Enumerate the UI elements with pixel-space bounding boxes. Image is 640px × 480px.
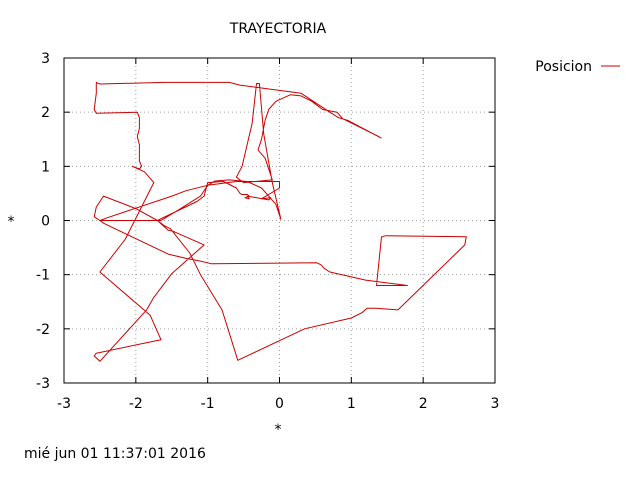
x-tick-label: -1: [201, 396, 215, 412]
timestamp: mié jun 01 11:37:01 2016: [24, 446, 206, 462]
x-tick-label: 3: [491, 396, 500, 412]
y-tick-label: 3: [41, 51, 50, 67]
y-tick-label: 2: [41, 105, 50, 121]
chart-title: TRAYECTORIA: [229, 21, 327, 37]
y-tick-label: 1: [41, 159, 50, 175]
x-tick-label: -2: [129, 396, 143, 412]
y-tick-label: -2: [36, 322, 50, 338]
y-tick-label: -3: [36, 376, 50, 392]
x-tick-label: 0: [275, 396, 284, 412]
series-layer: [93, 81, 467, 362]
legend-label: Posicion: [535, 59, 592, 75]
y-axis-label: *: [8, 214, 15, 230]
x-tick-label: 2: [419, 396, 428, 412]
legend: Posicion: [535, 59, 620, 75]
tick-labels: -3 -2 -1 0 1 2 3 -3 -2 -1 0 1 2 3: [36, 51, 499, 412]
x-axis-label: *: [275, 422, 282, 438]
trajectory-line: [93, 81, 467, 362]
plot-frame: [63, 57, 496, 384]
y-tick-label: -1: [36, 268, 50, 284]
y-tick-label: 0: [41, 214, 50, 230]
x-tick-label: 1: [347, 396, 356, 412]
x-tick-label: -3: [57, 396, 71, 412]
